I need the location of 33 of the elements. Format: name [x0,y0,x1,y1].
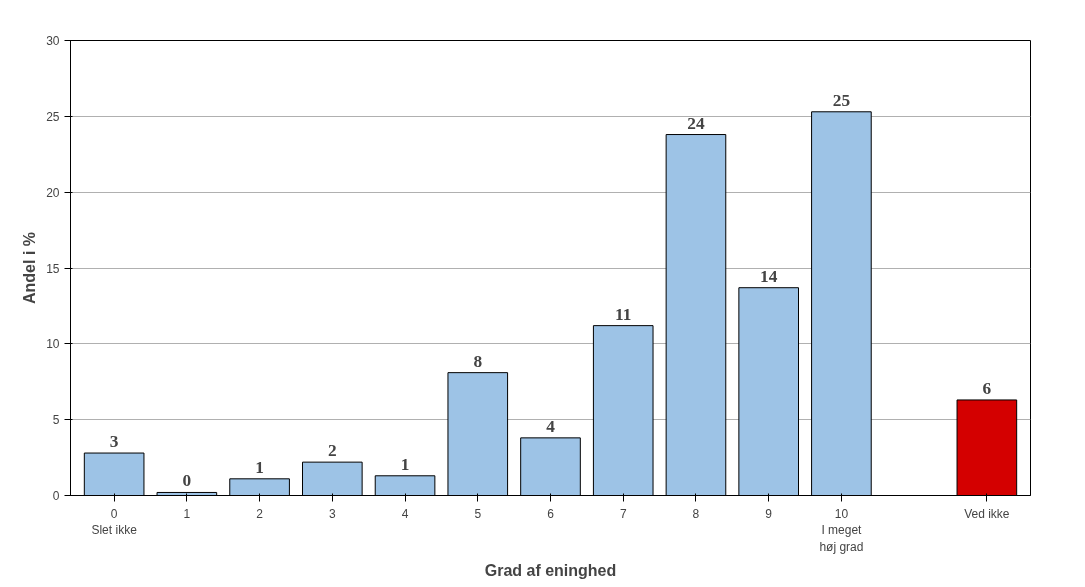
x-tick-label: 6 [547,506,555,521]
data-label: 11 [615,304,632,324]
data-label: 24 [687,113,705,133]
y-tick-label: 20 [46,185,60,200]
x-axis-title: Grad af eninghed [484,562,617,580]
data-label: 0 [182,471,192,491]
y-tick-label: 10 [46,337,60,352]
x-tick-label: 10 I meget høj grad [819,506,864,555]
data-label: 25 [832,90,851,110]
data-label: 14 [760,266,778,286]
x-tick-label: 3 [328,506,336,521]
data-label: 2 [327,441,337,461]
x-tick-label: 0 Slet ikke [91,506,138,538]
y-tick-label: 30 [46,34,60,48]
data-label: 4 [546,416,556,436]
data-label: 6 [982,378,992,398]
data-label: 3 [109,432,119,452]
y-tick-label: 25 [46,109,60,124]
x-tick-label: 9 [765,506,773,521]
x-tick-label: 4 [401,506,409,521]
data-label: 8 [473,351,483,371]
x-tick-label: 5 [474,506,482,521]
x-tick-label: 8 [692,506,700,521]
data-label: 1 [255,457,264,477]
y-tick-label: 15 [46,261,60,276]
y-tick-label: 5 [52,413,60,428]
data-label: 1 [400,454,410,474]
y-axis-title: Andel i % [21,231,39,304]
x-tick-label: Ved ikke [964,506,1010,521]
x-tick-label: 2 [256,506,264,521]
x-tick-label: 1 [183,506,191,521]
x-tick-label: 7 [619,506,627,521]
y-tick-label: 0 [52,489,60,503]
